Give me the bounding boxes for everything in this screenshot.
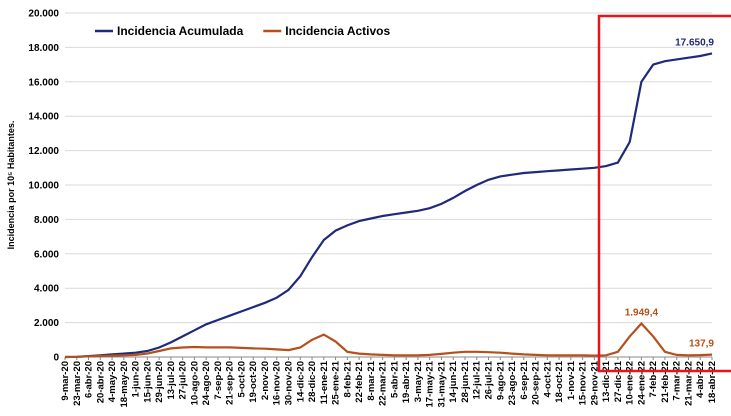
- x-tick-label: 24-ene-22: [636, 361, 647, 405]
- x-tick-label: 3-may-21: [413, 360, 424, 402]
- y-tick-label: 10.000: [28, 181, 59, 192]
- x-tick-label: 9-ago-21: [495, 360, 506, 400]
- x-tick-label: 29-jun-20: [154, 361, 165, 403]
- y-axis-label: Incidencia por 10⁵ Habitantes.: [6, 121, 16, 250]
- x-tick-label: 26-jul-21: [483, 360, 494, 399]
- y-tick-label: 4.000: [34, 284, 59, 295]
- x-tick-label: 5-oct-20: [236, 361, 247, 397]
- x-tick-label: 7-sep-20: [213, 361, 224, 400]
- x-tick-label: 23-ago-21: [507, 360, 518, 405]
- x-tick-label: 1-nov-21: [566, 360, 577, 400]
- x-tick-label: 12-jul-21: [472, 360, 483, 399]
- x-tick-label: 21-mar-22: [683, 361, 694, 406]
- x-tick-label: 17-may-21: [425, 360, 436, 407]
- x-tick-label: 22-mar-21: [378, 360, 389, 406]
- x-tick-label: 28-jun-21: [460, 360, 471, 402]
- x-tick-label: 4-oct-21: [542, 360, 553, 397]
- x-tick-label: 31-may-21: [436, 360, 447, 407]
- x-tick-label: 19-abr-21: [401, 360, 412, 403]
- x-tick-label: 22-feb-21: [354, 360, 365, 402]
- x-tick-label: 20-abr-20: [95, 361, 106, 403]
- x-tick-label: 6-sep-21: [519, 360, 530, 399]
- x-tick-label: 23-mar-20: [72, 361, 83, 406]
- x-tick-label: 9-mar-20: [60, 361, 71, 401]
- x-tick-label: 4-may-20: [107, 361, 118, 402]
- x-tick-label: 8-mar-21: [366, 360, 377, 400]
- data-label: 17.650,9: [675, 37, 714, 48]
- x-tick-label: 14-jun-21: [448, 360, 459, 402]
- y-tick-label: 6.000: [34, 249, 59, 260]
- y-tick-label: 16.000: [28, 77, 59, 88]
- x-tick-label: 20-sep-21: [531, 360, 542, 405]
- y-tick-label: 0: [53, 353, 59, 364]
- y-tick-label: 2.000: [34, 318, 59, 329]
- x-tick-label: 21-feb-22: [660, 361, 671, 403]
- x-tick-label: 1-jun-20: [131, 361, 142, 397]
- x-tick-label: 18-abr-22: [707, 361, 718, 403]
- y-tick-label: 18.000: [28, 43, 59, 54]
- y-tick-label: 8.000: [34, 215, 59, 226]
- highlight-box: [597, 14, 731, 373]
- x-tick-label: 28-dic-20: [307, 361, 318, 402]
- data-label: 1.949,4: [625, 307, 659, 318]
- legend-label: Incidencia Activos: [285, 24, 390, 38]
- x-tick-label: 11-ene-21: [319, 360, 330, 404]
- x-tick-label: 30-nov-20: [284, 361, 295, 405]
- line: [64, 321, 713, 359]
- x-tick-label: 8-feb-21: [342, 360, 353, 397]
- x-tick-label: 13-dic-21: [601, 360, 612, 402]
- x-tick-label: 25-ene-21: [331, 360, 342, 405]
- y-tick-label: 12.000: [28, 146, 59, 157]
- x-tick-label: 10-ago-20: [189, 361, 200, 405]
- x-tick-label: 27-jul-20: [178, 361, 189, 400]
- x-tick-label: 10-ene-22: [625, 361, 636, 405]
- line: [64, 52, 713, 359]
- x-tick-label: 24-ago-20: [201, 361, 212, 405]
- x-tick-label: 16-nov-20: [272, 361, 283, 405]
- x-tick-label: 6-abr-20: [84, 361, 95, 398]
- x-tick-label: 29-nov-21: [589, 360, 600, 405]
- x-tick-label: 2-nov-20: [260, 361, 271, 400]
- x-tick-label: 18-may-20: [119, 361, 130, 407]
- data-label: 137,9: [689, 339, 714, 350]
- x-tick-label: 13-jul-20: [166, 361, 177, 400]
- x-tick-label: 19-oct-20: [248, 361, 259, 403]
- x-tick-label: 15-nov-21: [578, 360, 589, 405]
- x-tick-label: 7-feb-22: [648, 361, 659, 397]
- x-tick-label: 27-dic-21: [613, 360, 624, 402]
- x-tick-label: 7-mar-22: [672, 361, 683, 401]
- x-tick-label: 21-sep-20: [225, 361, 236, 405]
- x-tick-label: 4-abr-22: [695, 361, 706, 398]
- y-tick-label: 20.000: [28, 9, 59, 20]
- x-tick-label: 15-jun-20: [142, 361, 153, 403]
- x-tick-label: 18-oct-21: [554, 360, 565, 402]
- y-tick-label: 14.000: [28, 112, 59, 123]
- x-tick-label: 14-dic-20: [295, 361, 306, 402]
- legend-label: Incidencia Acumulada: [117, 24, 244, 38]
- x-tick-label: 5-abr-21: [389, 360, 400, 398]
